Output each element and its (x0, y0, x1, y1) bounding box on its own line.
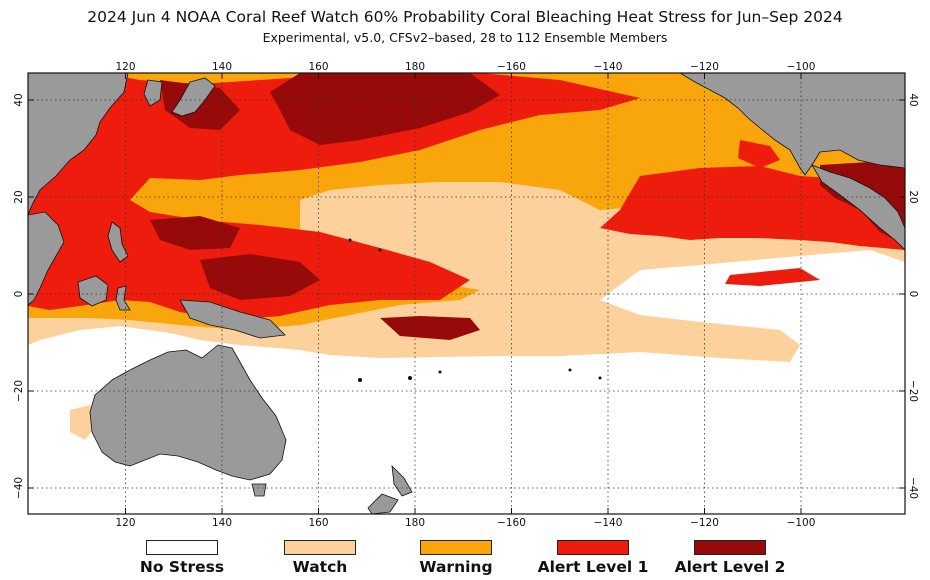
legend-label: Alert Level 2 (674, 558, 786, 576)
lon-tick-label: 120 (115, 61, 135, 73)
lat-tick-label: 40 (13, 93, 25, 106)
lon-tick-label: 140 (212, 517, 232, 529)
korea-landmass (143, 79, 163, 107)
alert2-region (200, 254, 320, 300)
graticule (28, 73, 905, 514)
australia-landmass (89, 344, 287, 481)
alert1-region (738, 140, 780, 168)
asia-landmass (28, 73, 129, 216)
lat-tick-label: 20 (907, 190, 919, 203)
lon-tick-label: 120 (115, 517, 135, 529)
new-zealand-island (391, 464, 413, 497)
legend-item-warning: Warning (406, 540, 506, 576)
central-america-landmass (811, 164, 905, 251)
lon-tick-label: 180 (405, 61, 425, 73)
heat-stress-map: 120 140 160 180 −160 −140 −120 −100 120 … (13, 61, 919, 529)
lon-tick-label: −100 (787, 517, 816, 529)
lon-tick-label: 160 (308, 61, 328, 73)
legend-swatch (420, 540, 492, 555)
lat-tick-label: −40 (907, 477, 919, 499)
legend-swatch (694, 540, 766, 555)
lon-tick-label: −100 (787, 61, 816, 73)
pacific-island (568, 368, 572, 372)
tasmania-island (251, 483, 267, 497)
alert2-region (150, 216, 240, 250)
legend-label: No Stress (139, 558, 225, 576)
lon-tick-label: 140 (212, 61, 232, 73)
lon-tick-label: −160 (497, 517, 526, 529)
lon-tick-label: −140 (594, 517, 623, 529)
lon-tick-label: −120 (690, 517, 719, 529)
new-guinea-island (179, 299, 286, 339)
indochina-landmass (28, 211, 65, 306)
pacific-island (378, 248, 382, 252)
lon-tick-label: −160 (497, 61, 526, 73)
pacific-island (408, 376, 412, 380)
legend-swatch (284, 540, 356, 555)
pacific-island (438, 370, 442, 374)
legend: No Stress Watch Warning Alert Level 1 Al… (0, 540, 930, 580)
borneo-island (77, 275, 109, 307)
pacific-island (358, 378, 362, 382)
legend-item-no-stress: No Stress (132, 540, 232, 576)
lat-tick-label: 40 (907, 93, 919, 106)
alert2-region (380, 316, 480, 340)
legend-label: Watch (292, 558, 348, 576)
legend-swatch (146, 540, 218, 555)
alert1-region (725, 268, 820, 286)
legend-item-watch: Watch (270, 540, 370, 576)
legend-item-alert-level-2: Alert Level 2 (670, 540, 790, 576)
alert1-region (28, 73, 640, 320)
legend-swatch (557, 540, 629, 555)
pacific-island (598, 376, 602, 380)
lon-tick-label: 160 (308, 517, 328, 529)
lat-tick-label: 20 (13, 190, 25, 203)
lon-tick-label: −140 (594, 61, 623, 73)
japan-island (171, 77, 216, 117)
lat-tick-label: −20 (13, 380, 25, 402)
lon-tick-label: 180 (405, 517, 425, 529)
north-america-landmass (679, 73, 905, 176)
lat-tick-label: 0 (13, 291, 25, 298)
philippines-island (107, 221, 129, 263)
legend-label: Alert Level 1 (537, 558, 649, 576)
sulawesi-island (115, 285, 131, 311)
lon-tick-label: −120 (690, 61, 719, 73)
map-title: 2024 Jun 4 NOAA Coral Reef Watch 60% Pro… (87, 8, 843, 26)
lat-tick-label: −20 (907, 380, 919, 402)
new-zealand-island (367, 493, 399, 514)
map-subtitle: Experimental, v5.0, CFSv2–based, 28 to 1… (262, 30, 668, 45)
lat-tick-label: −40 (13, 477, 25, 499)
alert2-region (270, 73, 500, 145)
lat-tick-label: 0 (907, 291, 919, 298)
legend-item-alert-level-1: Alert Level 1 (533, 540, 653, 576)
pacific-island (348, 238, 352, 242)
legend-label: Warning (419, 558, 493, 576)
